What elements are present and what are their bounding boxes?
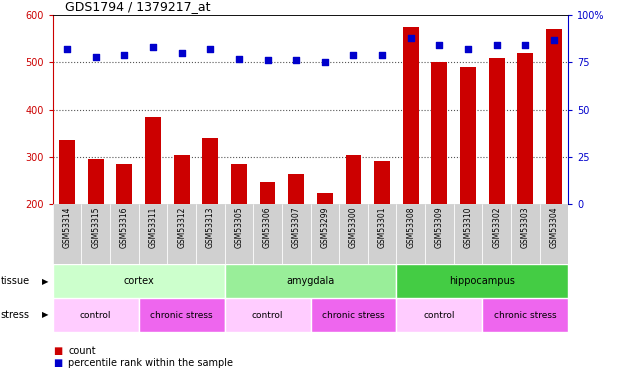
Text: GSM53308: GSM53308 xyxy=(406,207,415,248)
Point xyxy=(520,42,530,48)
Point xyxy=(492,42,502,48)
Text: ▶: ▶ xyxy=(42,310,48,320)
Text: GSM53300: GSM53300 xyxy=(349,207,358,248)
Point xyxy=(263,57,273,63)
Bar xyxy=(59,141,75,204)
Bar xyxy=(374,161,390,204)
Text: GSM53315: GSM53315 xyxy=(91,207,100,248)
Text: GSM53311: GSM53311 xyxy=(148,207,158,248)
Text: GSM53305: GSM53305 xyxy=(234,207,243,248)
Bar xyxy=(540,204,568,264)
Bar xyxy=(483,204,511,264)
Bar xyxy=(345,154,361,204)
Text: GDS1794 / 1379217_at: GDS1794 / 1379217_at xyxy=(65,0,211,13)
Bar xyxy=(138,298,225,332)
Point xyxy=(91,54,101,60)
Point xyxy=(206,46,215,52)
Text: control: control xyxy=(80,310,112,320)
Text: tissue: tissue xyxy=(1,276,30,286)
Text: GSM53313: GSM53313 xyxy=(206,207,215,248)
Bar xyxy=(196,204,225,264)
Text: GSM53314: GSM53314 xyxy=(63,207,71,248)
Text: GSM53304: GSM53304 xyxy=(550,207,558,248)
Text: stress: stress xyxy=(1,310,30,320)
Bar xyxy=(310,204,339,264)
Point xyxy=(549,37,559,43)
Text: percentile rank within the sample: percentile rank within the sample xyxy=(68,358,233,368)
Bar xyxy=(546,29,562,204)
Text: chronic stress: chronic stress xyxy=(494,310,556,320)
Point xyxy=(406,35,415,41)
Bar xyxy=(396,204,425,264)
Text: ▶: ▶ xyxy=(42,277,48,286)
Text: GSM53301: GSM53301 xyxy=(378,207,387,248)
Point xyxy=(348,52,358,58)
Bar xyxy=(260,182,276,204)
Bar xyxy=(517,53,533,204)
Bar xyxy=(489,58,504,204)
Bar xyxy=(167,204,196,264)
Bar xyxy=(483,298,568,332)
Bar xyxy=(225,264,396,298)
Bar xyxy=(425,204,454,264)
Bar xyxy=(288,174,304,204)
Text: hippocampus: hippocampus xyxy=(450,276,515,286)
Text: control: control xyxy=(424,310,455,320)
Bar xyxy=(231,164,247,204)
Bar xyxy=(368,204,396,264)
Point xyxy=(291,57,301,63)
Text: chronic stress: chronic stress xyxy=(322,310,385,320)
Bar xyxy=(145,117,161,204)
Text: GSM53303: GSM53303 xyxy=(521,207,530,248)
Text: GSM53302: GSM53302 xyxy=(492,207,501,248)
Bar xyxy=(81,204,110,264)
Bar xyxy=(310,298,396,332)
Point xyxy=(177,50,187,56)
Point xyxy=(148,44,158,50)
Bar xyxy=(117,164,132,204)
Bar xyxy=(88,159,104,204)
Text: ■: ■ xyxy=(53,358,62,368)
Bar xyxy=(454,204,483,264)
Text: GSM53312: GSM53312 xyxy=(177,207,186,248)
Text: chronic stress: chronic stress xyxy=(150,310,213,320)
Bar xyxy=(53,298,138,332)
Bar xyxy=(339,204,368,264)
Bar xyxy=(53,264,225,298)
Text: GSM53306: GSM53306 xyxy=(263,207,272,248)
Bar xyxy=(511,204,540,264)
Text: GSM53310: GSM53310 xyxy=(463,207,473,248)
Point xyxy=(463,46,473,52)
Text: GSM53307: GSM53307 xyxy=(292,207,301,248)
Point xyxy=(435,42,445,48)
Bar xyxy=(110,204,138,264)
Point xyxy=(62,46,72,52)
Text: GSM53316: GSM53316 xyxy=(120,207,129,248)
Point xyxy=(234,56,244,62)
Bar xyxy=(225,204,253,264)
Bar xyxy=(403,27,419,204)
Text: count: count xyxy=(68,346,96,355)
Bar xyxy=(317,192,333,204)
Point xyxy=(377,52,387,58)
Bar xyxy=(460,67,476,204)
Text: GSM53309: GSM53309 xyxy=(435,207,444,248)
Bar xyxy=(225,298,310,332)
Bar xyxy=(253,204,282,264)
Text: cortex: cortex xyxy=(124,276,154,286)
Text: control: control xyxy=(252,310,283,320)
Point xyxy=(119,52,129,58)
Text: amygdala: amygdala xyxy=(286,276,335,286)
Bar xyxy=(138,204,167,264)
Point xyxy=(320,59,330,65)
Bar xyxy=(282,204,310,264)
Bar xyxy=(432,62,447,204)
Text: GSM53299: GSM53299 xyxy=(320,207,329,248)
Bar xyxy=(396,264,568,298)
Bar xyxy=(202,138,218,204)
Bar xyxy=(53,204,81,264)
Bar xyxy=(396,298,483,332)
Bar xyxy=(174,154,189,204)
Text: ■: ■ xyxy=(53,346,62,355)
